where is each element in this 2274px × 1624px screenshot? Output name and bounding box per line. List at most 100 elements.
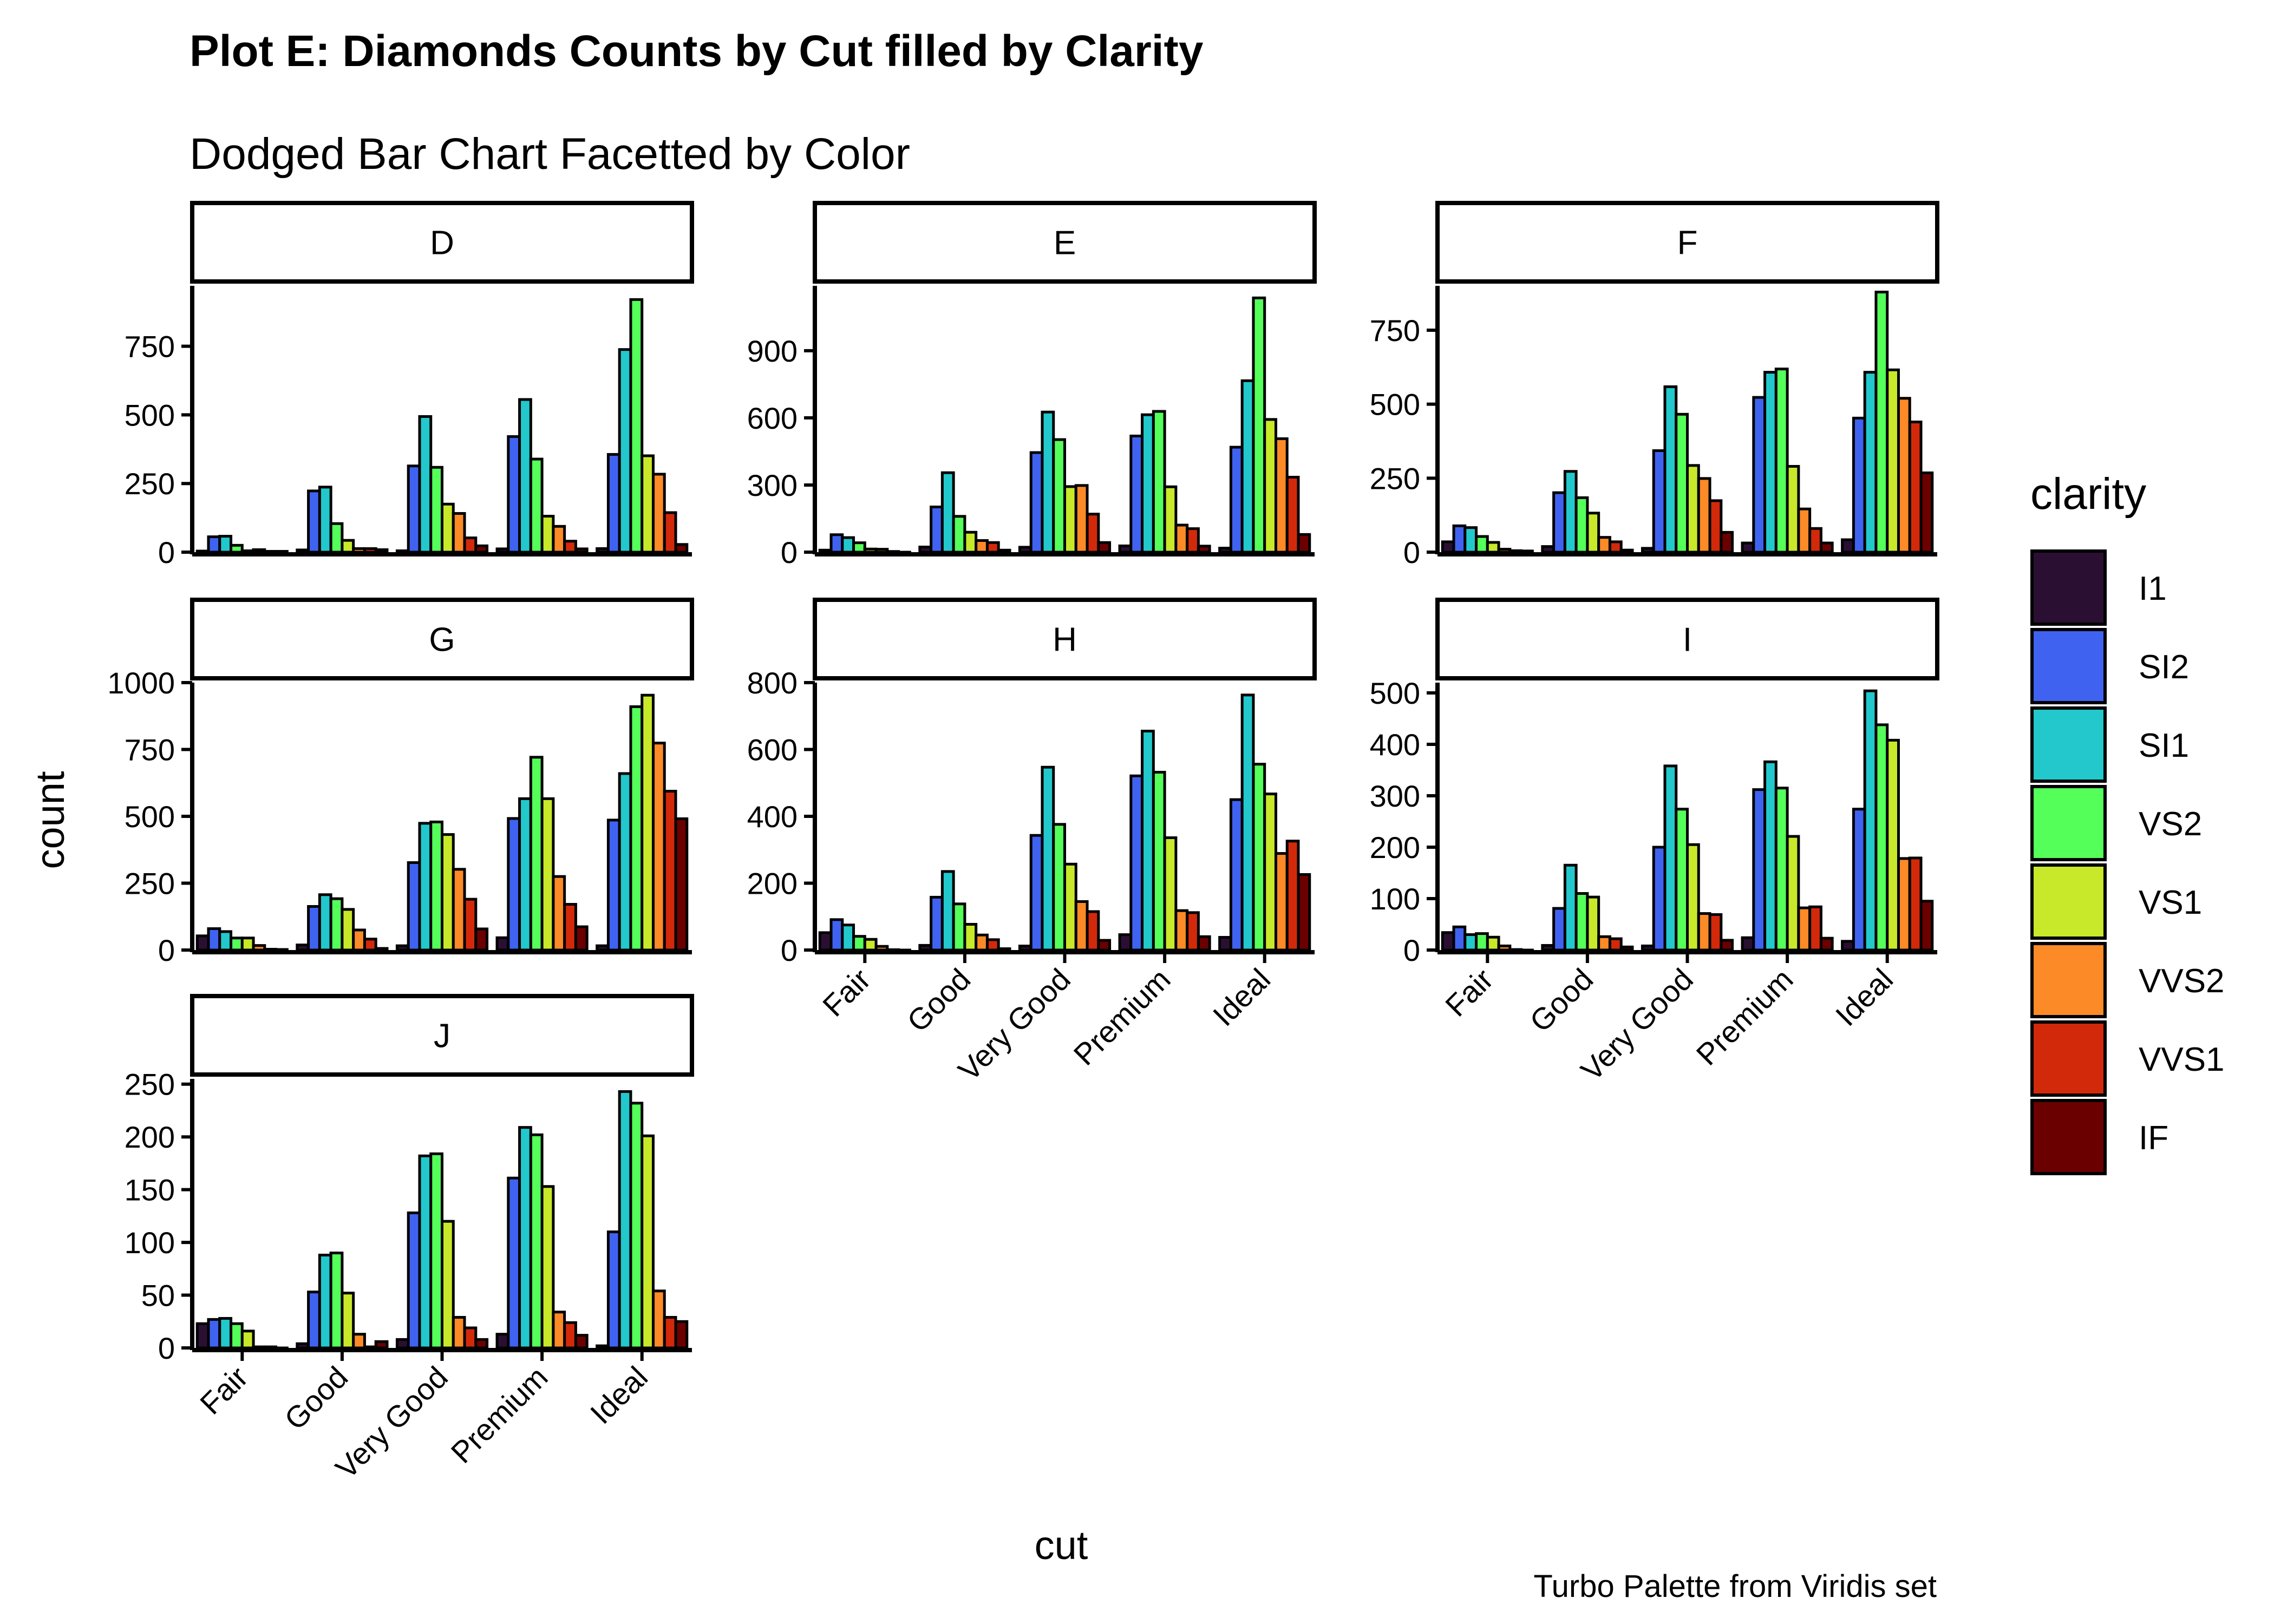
legend-key-i1 (2030, 549, 2107, 626)
bar-good-vvs2 (1597, 536, 1611, 554)
bar-very-good-si1 (1663, 385, 1678, 554)
bar-premium-si1 (1141, 413, 1155, 554)
bar-fair-vvs1 (263, 549, 278, 554)
bar-ideal-if (674, 543, 689, 554)
bar-fair-vvs2 (252, 1345, 266, 1350)
bar-fair-si1 (218, 1317, 233, 1350)
facet-panels: D0250500750E0300600900F0250500750G025050… (107, 201, 1939, 1485)
bar-fair-si1 (1463, 526, 1478, 554)
bar-very-good-vvs1 (463, 1326, 478, 1350)
bar-ideal-i1 (1218, 936, 1232, 952)
bar-premium-vs1 (1163, 836, 1178, 952)
bar-very-good-vs2 (1675, 412, 1689, 554)
bar-very-good-si1 (418, 822, 433, 952)
legend-key-vvs1 (2030, 1020, 2107, 1097)
y-tick-label: 0 (1403, 535, 1420, 569)
legend-label-i1: I1 (2139, 570, 2167, 607)
legend-key-vs2 (2030, 785, 2107, 861)
bar-fair-vvs2 (252, 944, 266, 952)
bar-premium-vvs2 (552, 1311, 566, 1350)
bar-ideal-si2 (1852, 416, 1866, 554)
bar-premium-vvs1 (1186, 527, 1200, 554)
bar-fair-vs1 (240, 1330, 255, 1350)
bar-ideal-si1 (1240, 379, 1255, 554)
x-tick-label: Ideal (1206, 962, 1277, 1032)
bar-ideal-si1 (1863, 371, 1878, 554)
legend: clarity I1 SI2 SI1 VS2 VS1 VVS2 VVS1 IF (2030, 469, 2225, 1175)
bar-ideal-vvs2 (651, 473, 666, 554)
y-tick-label: 250 (125, 467, 175, 501)
bar-very-good-if (474, 927, 489, 952)
bar-good-si2 (307, 489, 321, 554)
bar-very-good-vvs1 (1086, 910, 1100, 952)
bar-ideal-vvs2 (1274, 437, 1289, 554)
bar-premium-si2 (507, 1176, 521, 1350)
bar-very-good-si1 (1041, 765, 1055, 952)
bar-good-if (997, 947, 1011, 952)
bar-premium-vs1 (540, 797, 555, 952)
facet-strip (190, 598, 694, 680)
bar-premium-vs1 (1786, 464, 1800, 554)
bar-very-good-i1 (395, 1338, 410, 1350)
bar-very-good-i1 (1641, 547, 1655, 554)
bar-very-good-vs2 (429, 466, 443, 554)
bar-fair-vvs1 (1508, 948, 1523, 952)
bar-fair-vvs2 (874, 945, 889, 952)
bar-good-si2 (307, 905, 321, 952)
bar-premium-si1 (518, 797, 532, 952)
bar-very-good-vvs1 (1086, 513, 1100, 554)
y-tick-label: 500 (125, 398, 175, 432)
bar-very-good-vvs2 (1697, 477, 1711, 554)
bar-good-i1 (1541, 944, 1556, 952)
bar-fair-vs2 (230, 543, 244, 554)
y-tick-label: 0 (158, 535, 175, 569)
bar-good-vvs2 (1597, 935, 1611, 952)
bar-very-good-if (1720, 939, 1734, 952)
bar-fair-si2 (207, 535, 221, 554)
legend-key-vvs2 (2030, 942, 2107, 1018)
bar-very-good-vs2 (1052, 823, 1067, 952)
bar-good-vs2 (1574, 496, 1589, 554)
bar-fair-si2 (829, 533, 844, 554)
legend-key-si2 (2030, 628, 2107, 704)
bar-premium-si2 (1129, 774, 1144, 952)
bar-very-good-si1 (418, 1154, 433, 1350)
facet-strip-label: H (1053, 621, 1077, 659)
legend-label-if: IF (2139, 1119, 2168, 1157)
bar-good-vs1 (341, 908, 355, 952)
bar-ideal-vs1 (1886, 368, 1900, 554)
bar-ideal-vvs2 (651, 1289, 666, 1350)
y-tick-label: 0 (158, 933, 175, 967)
bar-ideal-si2 (606, 453, 621, 554)
bar-ideal-i1 (1841, 940, 1855, 952)
bar-very-good-si1 (1663, 764, 1678, 952)
bar-premium-si2 (507, 435, 521, 554)
legend-label-si2: SI2 (2139, 649, 2189, 686)
bar-fair-vs2 (852, 541, 866, 554)
bar-fair-vs2 (230, 1322, 244, 1350)
bar-ideal-vs2 (629, 1102, 644, 1350)
bar-premium-vs2 (529, 457, 544, 554)
y-tick-label: 200 (747, 867, 798, 901)
bar-very-good-vvs1 (1708, 499, 1723, 554)
bar-good-vvs1 (1608, 937, 1623, 952)
bar-premium-if (574, 925, 589, 952)
bar-premium-vvs2 (1174, 523, 1189, 554)
bar-good-vs1 (341, 1292, 355, 1350)
bar-good-vs2 (952, 515, 966, 554)
bar-fair-vs2 (1475, 535, 1489, 554)
bar-premium-vvs2 (552, 525, 566, 554)
bar-very-good-vs2 (429, 1152, 443, 1350)
bar-premium-i1 (495, 547, 510, 554)
bar-good-si1 (940, 870, 955, 952)
bar-fair-if (275, 549, 289, 554)
bar-premium-if (1819, 541, 1834, 554)
bar-fair-si1 (841, 924, 855, 952)
bar-fair-if (1520, 948, 1534, 952)
y-tick-label: 400 (747, 800, 798, 834)
bar-fair-i1 (1441, 931, 1455, 952)
bar-good-i1 (296, 548, 310, 554)
legend-key-vs1 (2030, 863, 2107, 940)
